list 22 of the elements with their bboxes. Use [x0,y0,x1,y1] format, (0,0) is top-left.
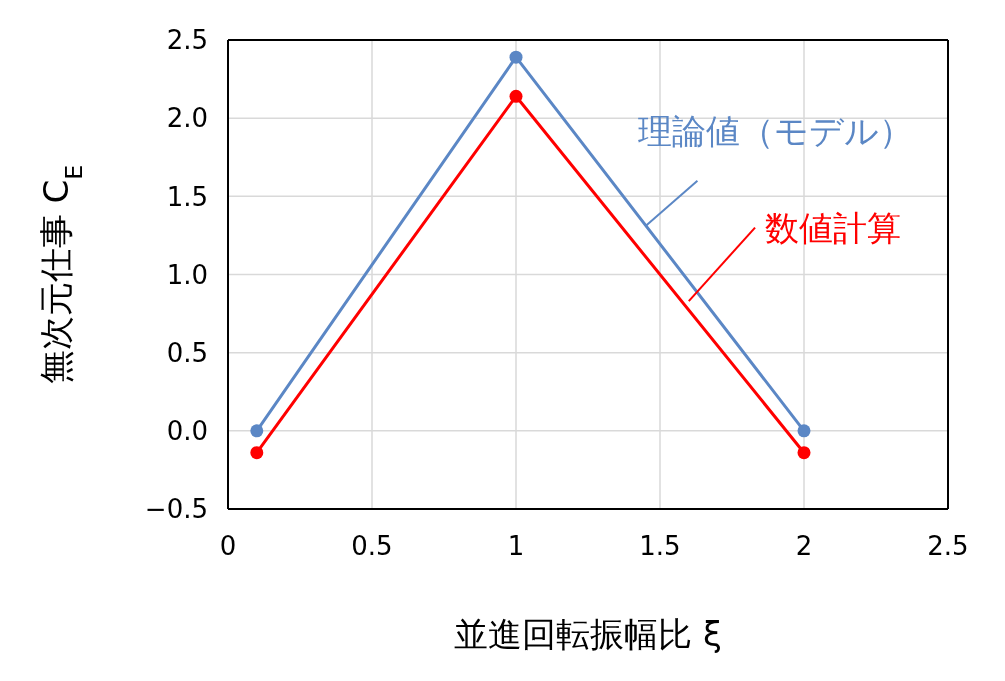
point [797,446,811,460]
point [250,424,264,438]
y-tick-label: 0.5 [166,337,208,368]
x-tick-label: 2.5 [927,531,969,562]
y-tick-label: 0.0 [166,416,208,447]
x-tick-label: 0 [219,531,237,562]
point [250,446,264,460]
text: 数値計算 [764,208,901,249]
y-tick-label: −0.5 [144,494,208,525]
y-tick-label: 2.0 [166,103,208,134]
x-tick-label: 1.5 [639,531,681,562]
x-tick-label: 2 [795,531,813,562]
x-tick-label: 1 [507,531,525,562]
x-axis-title: 並進回転振幅比 ξ [454,614,722,654]
point [797,424,811,438]
y-tick-label: 1.0 [166,259,208,290]
point [509,50,523,64]
y-tick-label: 1.5 [166,181,208,212]
series-label: 理論値（モデル） [637,111,913,152]
y-tick-label: 2.5 [166,25,208,56]
x-tick-label: 0.5 [351,531,393,562]
point [509,89,523,103]
